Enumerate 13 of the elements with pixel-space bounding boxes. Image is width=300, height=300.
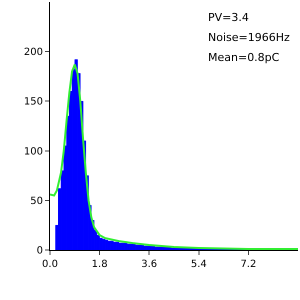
- y-tick-label: 100: [24, 146, 43, 158]
- annotation: Mean=0.8pC: [208, 51, 280, 64]
- y-tick-label: 150: [24, 96, 43, 108]
- x-tick-label: 0.0: [42, 259, 58, 270]
- x-tick-label: 7.2: [240, 259, 256, 270]
- y-tick-label: 200: [24, 47, 43, 58]
- y-tick-label: 0: [36, 246, 43, 256]
- x-tick-label: 1.8: [92, 259, 108, 270]
- annotation: Noise=1966Hz: [208, 31, 290, 44]
- x-tick-label: 5.4: [190, 259, 207, 270]
- annotation: PV=3.4: [208, 11, 249, 24]
- y-tick-label: 50: [30, 196, 43, 207]
- x-tick-label: 3.6: [141, 259, 158, 270]
